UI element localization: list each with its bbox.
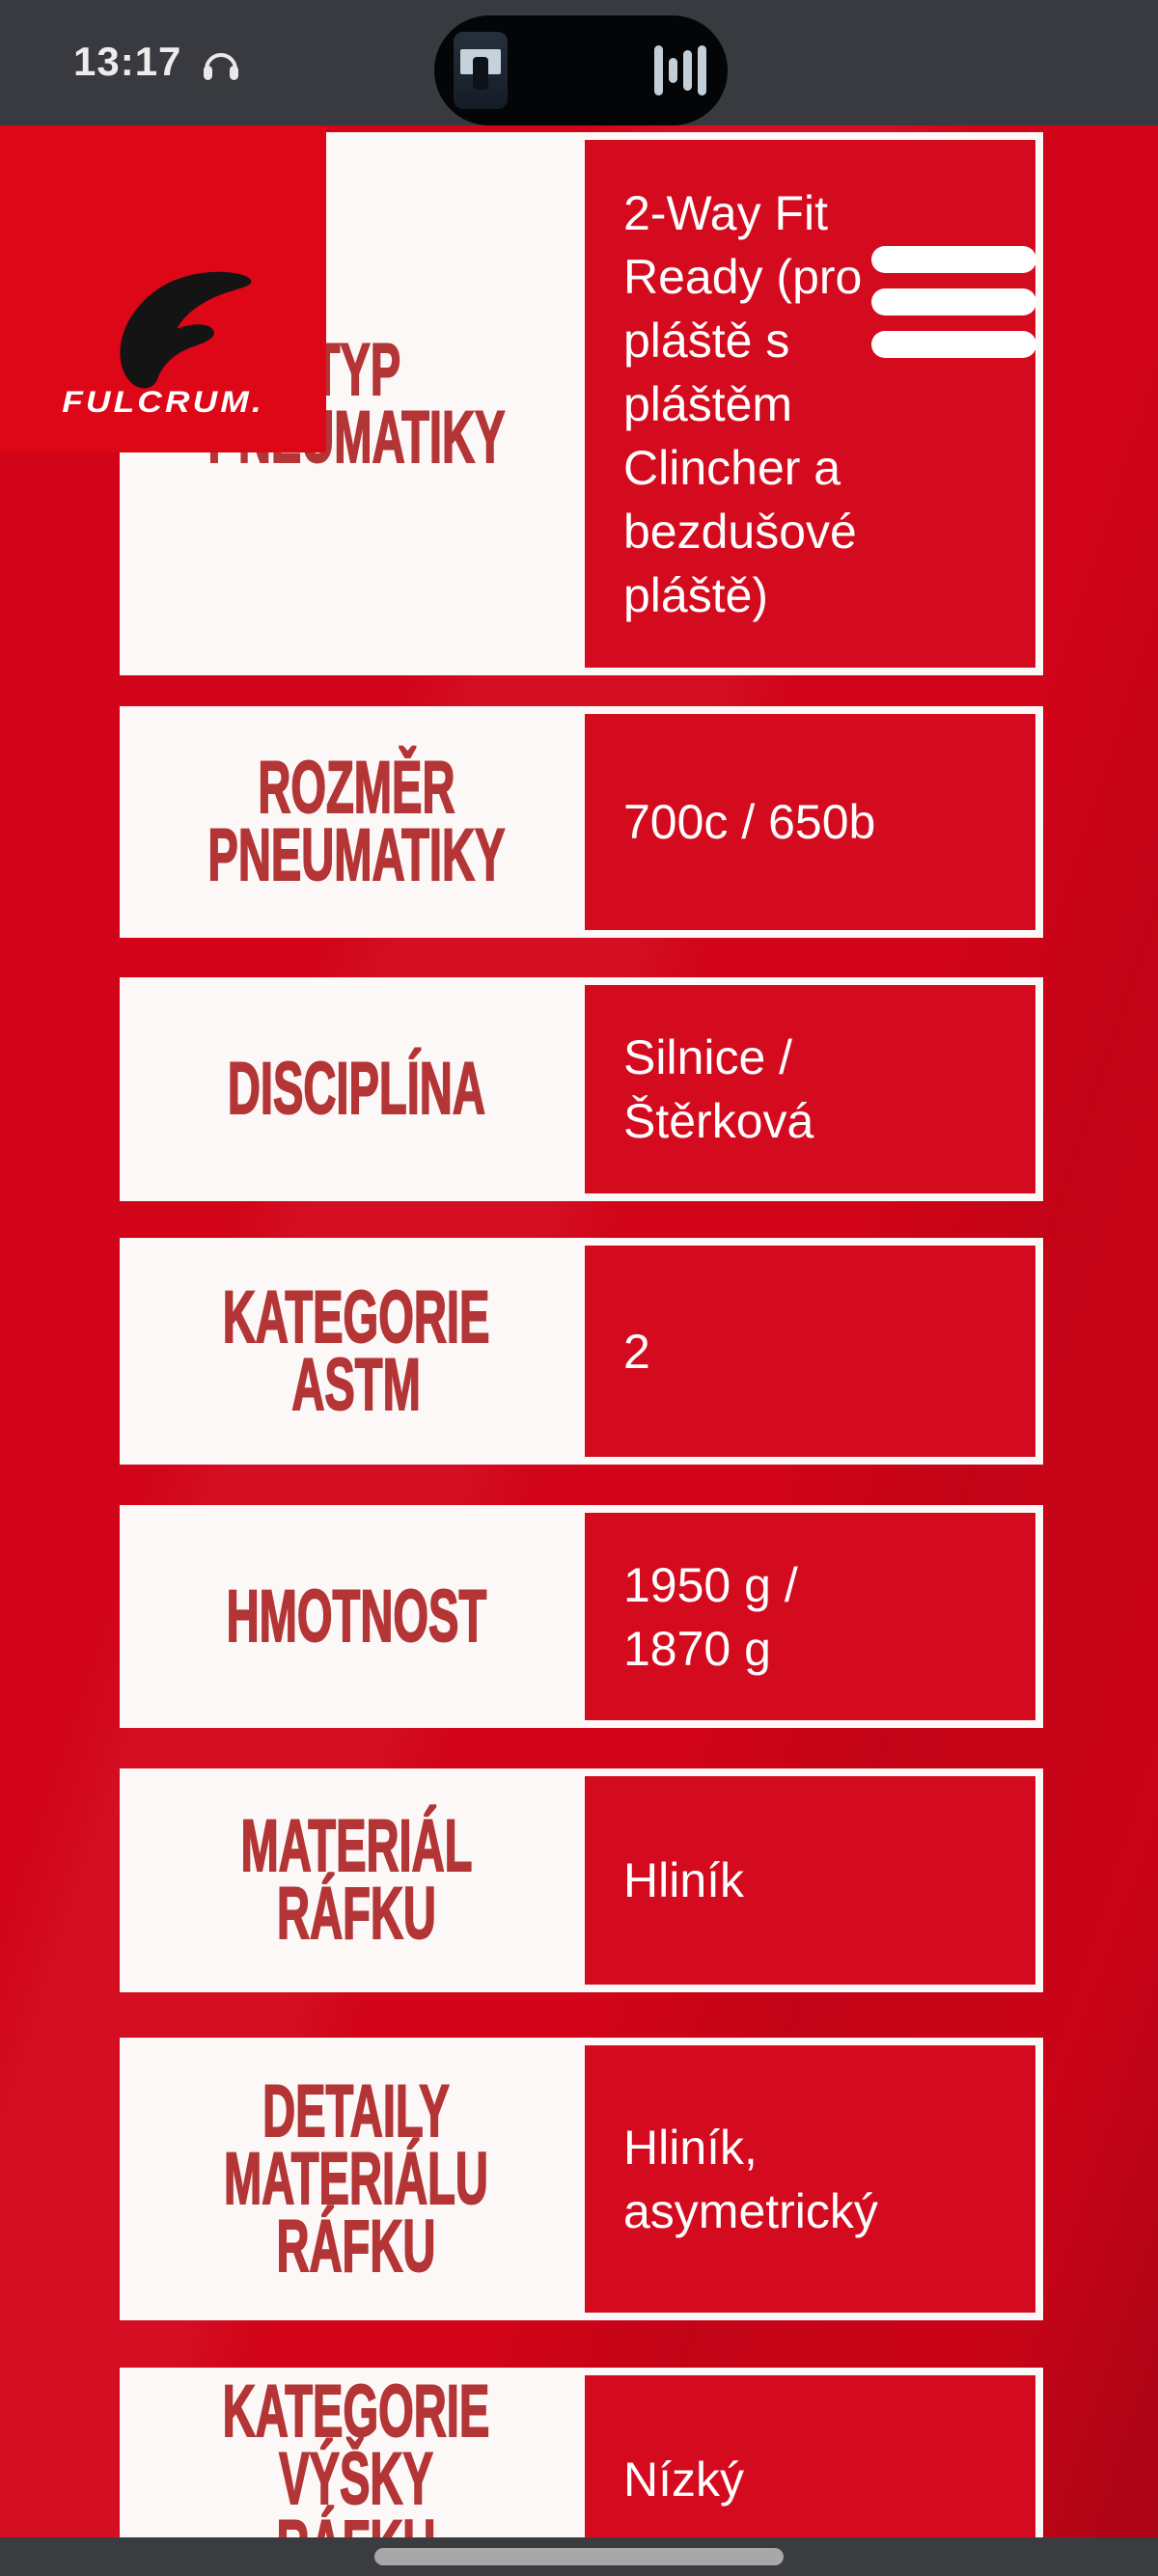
status-bar: 13:17 — [0, 0, 1158, 125]
spec-value: 2-Way Fit Ready (pro pláště s pláštěm Cl… — [585, 140, 1035, 668]
spec-value: Silnice / Štěrková — [585, 985, 1035, 1193]
spec-value-text: Hliník, asymetrický — [623, 2120, 878, 2238]
spec-row-rim-material: MATERIÁL RÁFKU Hliník — [120, 1768, 1043, 1992]
webpage: TYP PNEUMATIKY 2-Way Fit Ready (pro pláš… — [0, 125, 1158, 2576]
spec-label: DISCIPLÍNA — [127, 985, 585, 1193]
spec-value-text: 2 — [623, 1324, 650, 1379]
spec-value: Hliník, asymetrický — [585, 2045, 1035, 2313]
spec-label-text: KATEGORIE ASTM — [222, 1275, 490, 1426]
spec-label-text: DETAILY MATERIÁLU RÁFKU — [223, 2069, 488, 2288]
spec-label: HMOTNOST — [127, 1513, 585, 1720]
spec-value: 2 — [585, 1246, 1035, 1457]
spec-row-discipline: DISCIPLÍNA Silnice / Štěrková — [120, 977, 1043, 1201]
menu-button[interactable] — [871, 246, 1036, 387]
spec-label: MATERIÁL RÁFKU — [127, 1776, 585, 1985]
audio-waveform-icon — [654, 15, 706, 125]
spec-label: KATEGORIE ASTM — [127, 1246, 585, 1457]
spec-label-text: ROZMĚR PNEUMATIKY — [207, 747, 506, 896]
hamburger-bar — [871, 288, 1036, 315]
hamburger-bar — [871, 246, 1036, 273]
spec-label-text: HMOTNOST — [226, 1575, 487, 1658]
home-indicator[interactable] — [374, 2548, 784, 2565]
spec-label-text: DISCIPLÍNA — [227, 1048, 485, 1130]
spec-row-astm-category: KATEGORIE ASTM 2 — [120, 1238, 1043, 1465]
spec-value: 700c / 650b — [585, 714, 1035, 930]
fulcrum-f-swoosh-icon — [114, 270, 259, 398]
fulcrum-wordmark: FULCRUM. — [62, 385, 264, 420]
spec-row-tire-size: ROZMĚR PNEUMATIKY 700c / 650b — [120, 706, 1043, 938]
album-art-thumbnail — [454, 32, 508, 109]
spec-value-text: 2-Way Fit Ready (pro pláště s pláštěm Cl… — [623, 185, 863, 622]
spec-value-text: Nízký — [623, 2453, 744, 2507]
hamburger-bar — [871, 331, 1036, 358]
spec-row-rim-material-details: DETAILY MATERIÁLU RÁFKU Hliník, asymetri… — [120, 2038, 1043, 2320]
spec-value-text: Silnice / Štěrková — [623, 1030, 814, 1148]
spec-value: Hliník — [585, 1776, 1035, 1985]
spec-row-weight: HMOTNOST 1950 g / 1870 g — [120, 1505, 1043, 1728]
clock: 13:17 — [73, 39, 182, 84]
spec-label: ROZMĚR PNEUMATIKY — [127, 714, 585, 930]
fulcrum-logo[interactable]: FULCRUM. — [0, 125, 326, 452]
spec-label: DETAILY MATERIÁLU RÁFKU — [127, 2045, 585, 2313]
gesture-nav-bar — [0, 2537, 1158, 2576]
spec-label-text: MATERIÁL RÁFKU — [239, 1805, 472, 1955]
dynamic-island-media-activity[interactable] — [434, 15, 728, 125]
spec-value: 1950 g / 1870 g — [585, 1513, 1035, 1720]
spec-value-text: Hliník — [623, 1853, 745, 1907]
spec-value-text: 1950 g / 1870 g — [623, 1557, 798, 1676]
headphones-icon — [199, 41, 243, 90]
spec-value-text: 700c / 650b — [623, 795, 876, 849]
spec-row-tire-type: TYP PNEUMATIKY 2-Way Fit Ready (pro pláš… — [120, 132, 1043, 675]
